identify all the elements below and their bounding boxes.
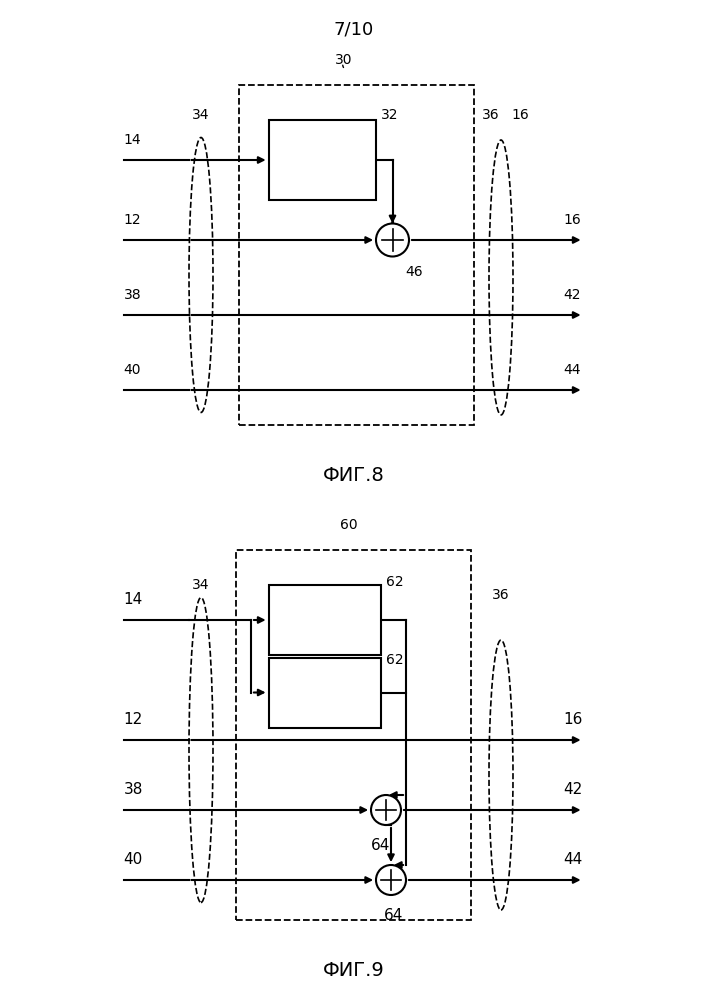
- Text: 34: 34: [192, 578, 210, 592]
- Bar: [269, 585, 381, 655]
- Text: 12: 12: [124, 712, 143, 728]
- Text: 36: 36: [492, 588, 510, 602]
- Text: 40: 40: [124, 363, 141, 377]
- Text: 62: 62: [386, 576, 404, 589]
- Circle shape: [376, 224, 409, 256]
- Text: 42: 42: [563, 288, 581, 302]
- Text: 32: 32: [381, 108, 399, 122]
- Bar: [238, 85, 474, 425]
- Text: 46: 46: [405, 265, 423, 279]
- Text: ФИГ.9: ФИГ.9: [322, 961, 385, 980]
- Text: 38: 38: [124, 782, 143, 798]
- Text: 42: 42: [563, 782, 583, 798]
- Text: 16: 16: [563, 213, 581, 227]
- Text: 40: 40: [124, 852, 143, 868]
- Text: 16: 16: [563, 712, 583, 728]
- Text: ФИГ.8: ФИГ.8: [322, 466, 385, 485]
- Text: 7/10: 7/10: [334, 20, 373, 38]
- Text: 44: 44: [563, 363, 581, 377]
- Text: 36: 36: [482, 108, 500, 122]
- Circle shape: [371, 795, 401, 825]
- Text: 30: 30: [334, 53, 352, 67]
- Text: 44: 44: [563, 852, 583, 868]
- Bar: [269, 658, 381, 728]
- Text: 14: 14: [124, 133, 141, 147]
- Bar: [236, 550, 471, 920]
- Text: 38: 38: [124, 288, 141, 302]
- Text: 16: 16: [511, 108, 529, 122]
- Text: 60: 60: [339, 518, 357, 532]
- Bar: [269, 120, 376, 200]
- Text: 64: 64: [371, 838, 391, 852]
- Text: 62: 62: [386, 653, 404, 667]
- Text: 12: 12: [124, 213, 141, 227]
- Text: 64: 64: [384, 908, 403, 922]
- Text: 34: 34: [192, 108, 210, 122]
- Text: 14: 14: [124, 592, 143, 607]
- Circle shape: [376, 865, 406, 895]
